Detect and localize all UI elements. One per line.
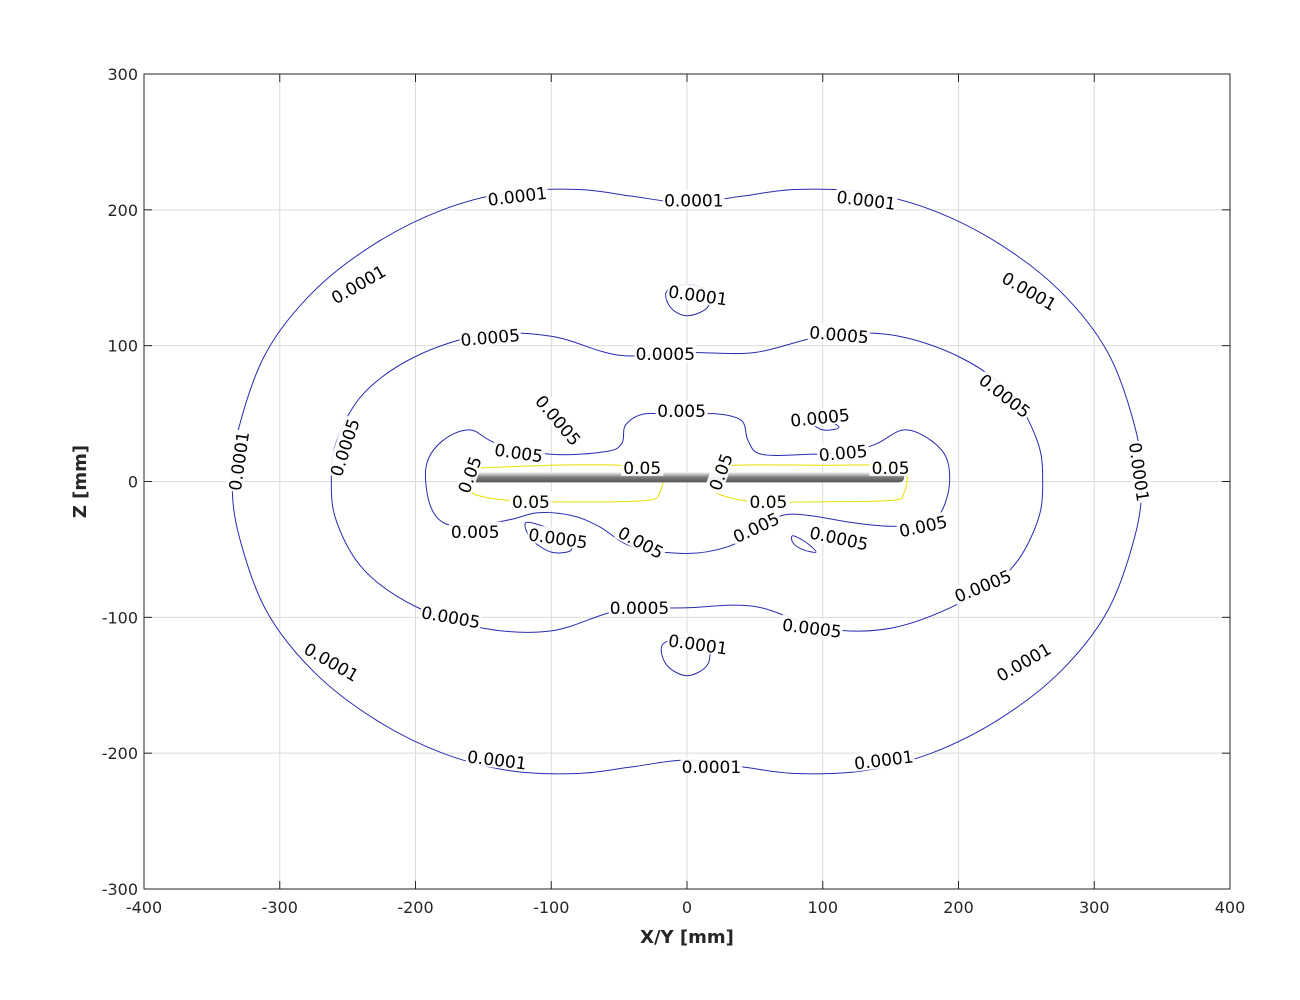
antenna-bar xyxy=(469,472,905,483)
contour-label-group: 0.0001 xyxy=(663,190,725,211)
y-tick-label: -100 xyxy=(102,608,138,627)
contour-label-bg xyxy=(869,457,912,476)
contour-label-bg xyxy=(608,597,671,616)
contour-label: 0.005 xyxy=(657,402,706,422)
contour-label-bg xyxy=(326,260,390,307)
contour-label-group: 0.05 xyxy=(869,457,912,479)
contour-label-bg xyxy=(834,186,898,212)
contour-label-group: 0.0001 xyxy=(680,756,743,778)
contour-label-bg xyxy=(666,630,730,657)
contour-label-group: 0.0001 xyxy=(485,182,549,211)
contour-label-bg xyxy=(992,638,1055,685)
contour-label: 0.0001 xyxy=(664,191,723,211)
contour-label-bg xyxy=(449,521,502,540)
y-tick-label: 300 xyxy=(107,65,138,84)
contour-label-bg xyxy=(807,322,871,346)
antenna xyxy=(469,472,905,483)
y-tick-label: -300 xyxy=(102,880,138,899)
contour-label-group: 0.0001 xyxy=(834,186,898,215)
contour-label-bg xyxy=(807,522,872,553)
contour-label-bg xyxy=(325,415,363,480)
contour-line xyxy=(713,464,908,503)
x-tick-label: -200 xyxy=(397,898,433,917)
axis-ticks xyxy=(143,73,1231,890)
x-tick-label: -100 xyxy=(533,898,569,917)
contour-label: 0.0005 xyxy=(610,599,669,619)
contour-label-bg xyxy=(780,614,844,640)
contour-label-bg xyxy=(666,281,730,308)
contour-label-bg xyxy=(950,565,1015,606)
contour-label-bg xyxy=(747,491,790,510)
x-tick-label: 100 xyxy=(807,898,838,917)
contour-label-bg xyxy=(816,440,870,464)
contour-label-bg xyxy=(895,511,951,540)
y-tick-labels: -300 -200 -100 0 100 200 300 xyxy=(102,65,138,899)
contour-label-group: 0.005 xyxy=(449,521,502,543)
contour-label-bg xyxy=(453,451,485,498)
contour-label: 0.05 xyxy=(872,459,910,479)
contour-label: 0.005 xyxy=(451,523,500,543)
contour-label-bg xyxy=(1126,440,1154,504)
y-tick-label: 100 xyxy=(107,337,138,356)
contour-label-group: 0.005 xyxy=(816,440,870,466)
contour-label-bg xyxy=(704,448,736,495)
contour-label-bg xyxy=(998,267,1061,314)
contour-label-bg xyxy=(509,491,553,510)
contour-label: 0.05 xyxy=(512,493,550,513)
contour-label-bg xyxy=(634,343,697,362)
contour-label-bg xyxy=(728,507,784,546)
contour-label: 0.05 xyxy=(623,459,661,479)
x-tick-label: 0 xyxy=(682,898,692,917)
contour-label: 0.0005 xyxy=(636,345,695,365)
contour-label-group: 0.05 xyxy=(509,491,553,513)
contour-label-bg xyxy=(975,369,1036,422)
contour-label-group: 0.0005 xyxy=(608,597,671,619)
contour-label-bg xyxy=(419,602,483,631)
x-tick-label: 300 xyxy=(1079,898,1110,917)
y-axis-label: Z [mm] xyxy=(70,445,91,518)
x-tick-label: -300 xyxy=(262,898,298,917)
contour-line xyxy=(468,464,664,503)
contour-label-group: 0.05 xyxy=(621,457,664,479)
contour-label: 0.0001 xyxy=(682,758,741,778)
contour-label-group: 0.05 xyxy=(747,491,790,513)
contour-label-bg xyxy=(680,756,743,775)
contour-label-bg xyxy=(788,404,852,429)
contour-label: 0.05 xyxy=(749,493,787,513)
contour-label-bg xyxy=(614,521,669,562)
contour-label: 0.005 xyxy=(818,442,868,466)
x-axis-label: X/Y [mm] xyxy=(640,927,734,948)
x-tick-label: 200 xyxy=(943,898,974,917)
contour-label-group: 0.0005 xyxy=(634,343,697,365)
contour-label-bg xyxy=(621,457,664,476)
x-tick-label: -400 xyxy=(126,898,162,917)
y-tick-label: 200 xyxy=(107,201,138,220)
contour-label-bg xyxy=(663,190,725,209)
contour-label-bg xyxy=(458,324,522,349)
x-tick-label: 400 xyxy=(1215,898,1246,917)
contour-label-bg xyxy=(485,182,549,208)
contour-label-bg xyxy=(852,746,916,772)
y-tick-label: -200 xyxy=(102,744,138,763)
x-tick-labels: -400 -300 -200 -100 0 100 200 300 400 xyxy=(126,898,1245,917)
contour-line xyxy=(790,535,817,553)
contour-label-group: 0.005 xyxy=(655,400,708,422)
contour-label-bg xyxy=(300,638,363,685)
contour-label-bg xyxy=(465,746,529,772)
contour-label-bg xyxy=(655,400,708,419)
contour-label-bg xyxy=(532,390,586,450)
y-tick-label: 0 xyxy=(128,473,138,492)
contour-label-bg xyxy=(526,524,590,551)
contour-label-bg xyxy=(224,429,252,493)
contour-label-bg xyxy=(491,439,546,465)
